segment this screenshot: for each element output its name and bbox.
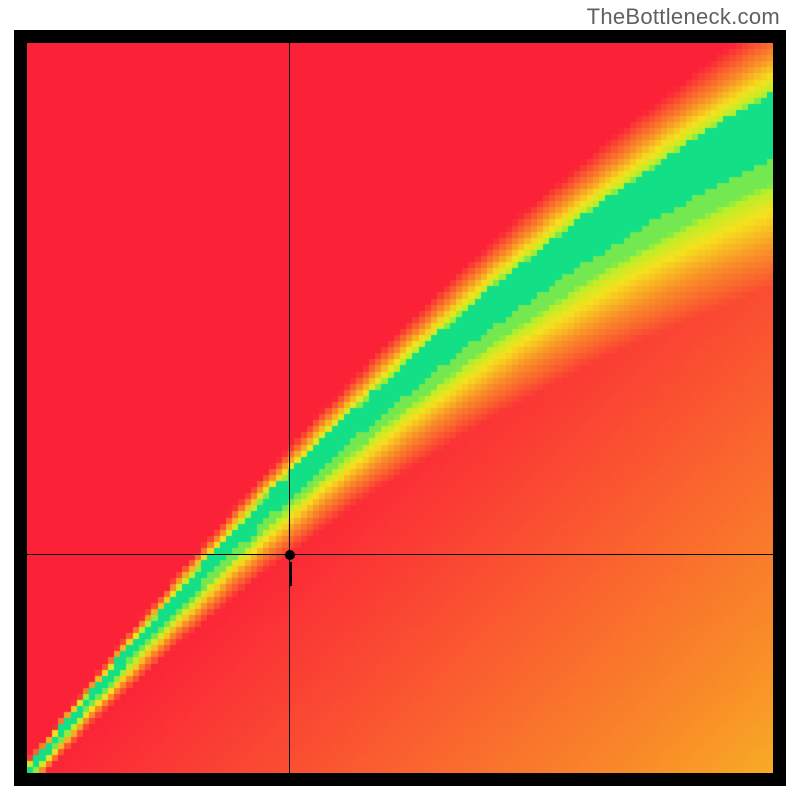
marker-tick-below bbox=[289, 562, 292, 586]
plot-area bbox=[27, 43, 773, 773]
crosshair-horizontal-line bbox=[27, 554, 773, 555]
heatmap-canvas bbox=[27, 43, 773, 773]
marker-dot bbox=[285, 550, 295, 560]
watermark-text: TheBottleneck.com bbox=[587, 4, 780, 30]
crosshair-vertical-line bbox=[289, 43, 290, 773]
